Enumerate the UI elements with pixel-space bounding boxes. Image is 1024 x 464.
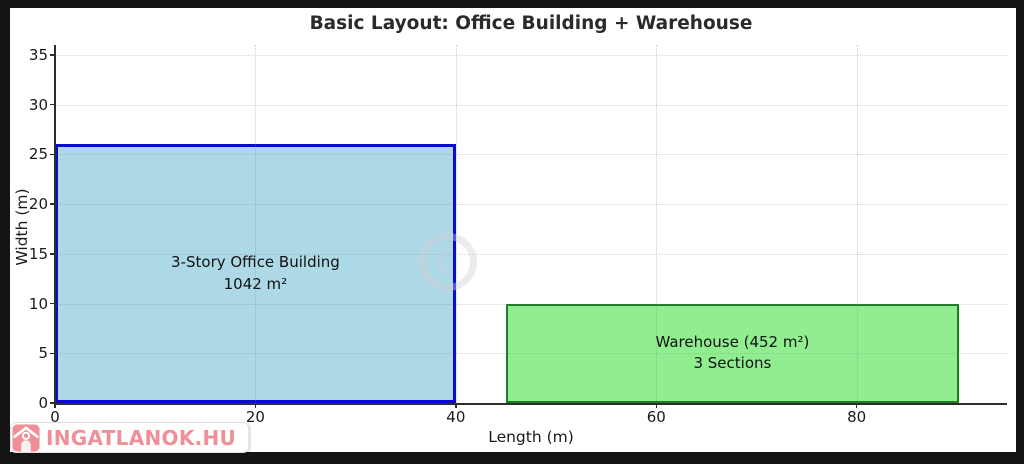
- x-tick-label: 0: [50, 408, 60, 426]
- frame-bar-bottom: [0, 452, 1024, 464]
- y-axis-spine: [54, 45, 56, 404]
- y-tick-mark: [50, 153, 54, 156]
- y-gridline: [55, 54, 1007, 56]
- y-tick-label: 30: [28, 95, 48, 114]
- x-gridline: [255, 45, 257, 403]
- y-tick-mark: [50, 352, 54, 355]
- y-tick-label: 0: [38, 394, 48, 412]
- office-label-line1: 3-Story Office Building: [171, 252, 340, 271]
- office-label-line2: 1042 m²: [223, 274, 288, 293]
- chart-title: Basic Layout: Office Building + Warehous…: [309, 13, 753, 34]
- y-gridline: [55, 204, 1007, 206]
- office-building-label: 3-Story Office Building 1042 m²: [171, 252, 340, 296]
- y-gridline: [55, 104, 1007, 106]
- x-tick-mark: [655, 404, 657, 408]
- y-tick-label: 35: [28, 45, 48, 64]
- house-icon: [12, 423, 40, 452]
- x-tick-label: 60: [646, 408, 666, 426]
- y-tick-label: 5: [38, 344, 48, 363]
- x-gridline: [656, 45, 658, 403]
- warehouse-label: Warehouse (452 m²) 3 Sections: [655, 332, 809, 376]
- y-tick-label: 10: [28, 294, 48, 313]
- x-tick-mark: [54, 404, 56, 408]
- frame-bar-top: [0, 0, 1024, 8]
- y-tick-label: 20: [28, 195, 48, 214]
- y-tick-mark: [50, 253, 54, 255]
- y-tick-mark: [50, 54, 54, 56]
- y-tick-mark: [50, 203, 54, 205]
- x-tick-mark: [855, 404, 858, 408]
- x-axis-spine: [54, 403, 1007, 405]
- y-gridline: [55, 154, 1007, 156]
- y-tick-label: 25: [28, 145, 48, 164]
- y-tick-label: 15: [28, 244, 48, 263]
- ingatlanok-watermark-badge: INGATLANOK.HU: [10, 422, 250, 453]
- x-tick-mark: [455, 404, 457, 408]
- x-tick-mark: [254, 404, 257, 408]
- warehouse-label-line1: Warehouse (452 m²): [655, 332, 810, 351]
- frame-bar-left: [0, 0, 10, 464]
- x-tick-label: 80: [847, 408, 867, 426]
- warehouse-label-line2: 3 Sections: [693, 354, 772, 373]
- y-gridline: [55, 303, 1007, 305]
- y-tick-mark: [50, 103, 54, 106]
- y-gridline: [55, 253, 1007, 255]
- watermark-text: INGATLANOK.HU: [46, 425, 237, 450]
- x-tick-label: 20: [245, 408, 265, 426]
- x-gridline: [455, 45, 457, 403]
- warehouse-rect: Warehouse (452 m²) 3 Sections: [505, 303, 959, 403]
- x-gridline: [856, 45, 858, 403]
- y-tick-mark: [50, 302, 54, 305]
- y-gridline: [55, 353, 1007, 355]
- office-building-rect: 3-Story Office Building 1042 m²: [55, 144, 456, 403]
- frame-bar-right: [1016, 0, 1024, 464]
- x-tick-label: 40: [446, 408, 466, 426]
- x-axis-label: Length (m): [488, 428, 574, 446]
- y-tick-mark: [50, 402, 54, 404]
